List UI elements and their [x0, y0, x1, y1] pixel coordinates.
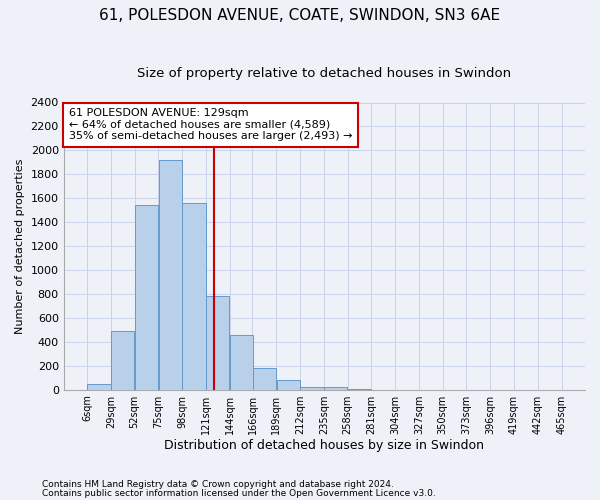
Bar	[206, 296, 229, 390]
Bar	[253, 368, 276, 390]
Bar	[88, 384, 110, 390]
Bar	[111, 331, 134, 390]
Bar	[182, 203, 206, 390]
Text: Contains public sector information licensed under the Open Government Licence v3: Contains public sector information licen…	[42, 489, 436, 498]
Bar	[230, 334, 253, 390]
Bar	[158, 160, 182, 390]
Y-axis label: Number of detached properties: Number of detached properties	[15, 158, 25, 334]
Text: 61, POLESDON AVENUE, COATE, SWINDON, SN3 6AE: 61, POLESDON AVENUE, COATE, SWINDON, SN3…	[100, 8, 500, 22]
Bar	[301, 386, 323, 390]
Text: Contains HM Land Registry data © Crown copyright and database right 2024.: Contains HM Land Registry data © Crown c…	[42, 480, 394, 489]
Bar	[348, 389, 371, 390]
Text: 61 POLESDON AVENUE: 129sqm
← 64% of detached houses are smaller (4,589)
35% of s: 61 POLESDON AVENUE: 129sqm ← 64% of deta…	[69, 108, 352, 142]
X-axis label: Distribution of detached houses by size in Swindon: Distribution of detached houses by size …	[164, 440, 484, 452]
Bar	[135, 206, 158, 390]
Bar	[277, 380, 300, 390]
Title: Size of property relative to detached houses in Swindon: Size of property relative to detached ho…	[137, 68, 511, 80]
Bar	[324, 388, 347, 390]
